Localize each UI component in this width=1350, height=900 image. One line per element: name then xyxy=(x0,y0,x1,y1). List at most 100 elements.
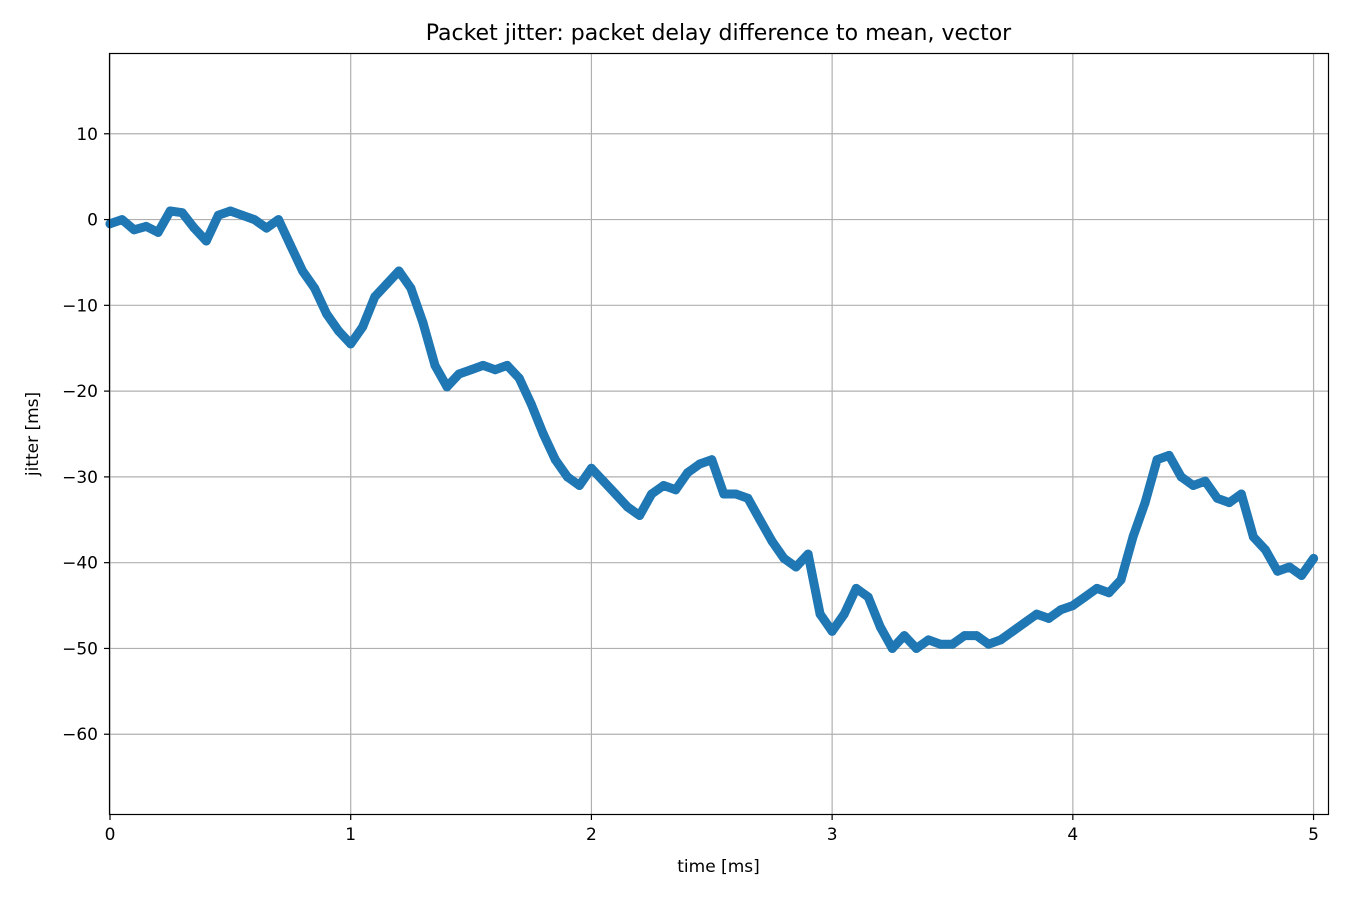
data-point xyxy=(466,365,476,375)
data-point xyxy=(430,360,440,370)
data-point xyxy=(851,583,861,593)
data-point xyxy=(1188,481,1198,490)
data-point xyxy=(382,279,392,289)
data-point xyxy=(310,283,320,293)
data-point xyxy=(683,468,693,478)
data-point xyxy=(1176,472,1186,482)
data-point xyxy=(1248,532,1258,542)
data-point xyxy=(719,489,729,499)
data-point xyxy=(1200,476,1210,486)
data-point xyxy=(791,562,801,572)
data-point xyxy=(490,365,500,375)
data-point xyxy=(635,511,645,520)
data-point xyxy=(141,221,151,231)
data-point xyxy=(1128,532,1138,542)
data-point xyxy=(960,631,969,641)
y-tick-label: −10 xyxy=(62,296,98,316)
data-point xyxy=(406,283,416,293)
data-point xyxy=(731,489,741,499)
data-point xyxy=(442,382,452,392)
data-point xyxy=(887,643,897,653)
data-point xyxy=(1020,618,1030,628)
x-tick-label: 1 xyxy=(345,825,356,845)
data-point xyxy=(586,463,596,473)
data-point xyxy=(1224,498,1234,508)
data-point xyxy=(189,223,199,233)
data-point xyxy=(1080,592,1090,602)
x-tick-label: 0 xyxy=(105,825,116,845)
data-point xyxy=(334,326,344,336)
data-point xyxy=(827,626,837,636)
data-point xyxy=(237,210,247,220)
data-point xyxy=(1285,562,1294,572)
data-point xyxy=(984,639,994,649)
y-axis-label: jitter [ms] xyxy=(23,392,43,477)
data-point xyxy=(201,236,211,246)
data-point xyxy=(671,485,681,495)
data-point xyxy=(767,536,777,546)
data-point xyxy=(839,609,849,619)
data-point xyxy=(574,481,584,490)
data-point xyxy=(707,455,717,465)
data-point xyxy=(454,369,464,379)
data-point xyxy=(370,292,380,302)
data-point xyxy=(394,266,404,276)
y-tick-label: −30 xyxy=(62,468,98,488)
data-point xyxy=(358,322,368,332)
data-point xyxy=(225,206,235,216)
data-point xyxy=(599,476,608,486)
y-tick-label: 0 xyxy=(87,211,98,231)
data-point xyxy=(1297,571,1306,580)
plot-frame xyxy=(108,52,1330,816)
data-point xyxy=(1104,588,1114,598)
data-point xyxy=(996,635,1006,645)
data-point xyxy=(1164,450,1174,460)
data-point xyxy=(274,215,283,225)
data-point xyxy=(1212,493,1222,503)
data-point xyxy=(129,225,139,235)
chart-title: Packet jitter: packet delay difference t… xyxy=(426,21,1012,46)
data-point xyxy=(298,266,308,276)
data-point xyxy=(1273,566,1282,576)
data-point xyxy=(1032,609,1042,619)
data-point xyxy=(1116,575,1126,585)
x-axis-label: time [ms] xyxy=(677,857,760,877)
data-point xyxy=(153,227,163,237)
y-tick-label: −40 xyxy=(62,554,98,574)
data-point xyxy=(550,455,560,465)
data-point xyxy=(803,549,813,559)
data-point xyxy=(1044,613,1054,623)
data-point xyxy=(1152,455,1162,465)
data-point xyxy=(899,631,909,641)
data-point xyxy=(478,360,488,370)
data-point xyxy=(286,240,295,250)
x-tick-label: 2 xyxy=(586,825,597,845)
data-point xyxy=(659,481,669,490)
data-point xyxy=(972,631,982,641)
x-tick-label: 5 xyxy=(1308,825,1319,845)
data-point xyxy=(213,210,223,220)
tick-layer: 0 1 2 3 4 5 10 0 −10 −20 −30 −40 −50 −60 xyxy=(62,125,1319,845)
data-point xyxy=(418,318,428,327)
data-point xyxy=(743,493,753,503)
data-point xyxy=(815,609,825,619)
data-point xyxy=(346,339,356,349)
data-point xyxy=(611,489,620,499)
data-point xyxy=(1068,601,1078,611)
x-tick-label: 3 xyxy=(827,825,838,845)
data-point xyxy=(526,399,536,409)
y-tick-label: −20 xyxy=(62,382,98,402)
data-point xyxy=(948,639,957,649)
y-tick-label: −60 xyxy=(62,725,98,745)
data-point xyxy=(623,502,632,512)
data-point xyxy=(911,643,921,653)
data-point xyxy=(165,206,175,216)
data-point xyxy=(1236,489,1246,499)
data-point xyxy=(322,309,332,319)
x-tick-label: 4 xyxy=(1067,825,1078,845)
data-point xyxy=(695,459,705,469)
data-point xyxy=(875,622,885,632)
data-point xyxy=(1260,545,1270,555)
data-point xyxy=(755,515,765,525)
